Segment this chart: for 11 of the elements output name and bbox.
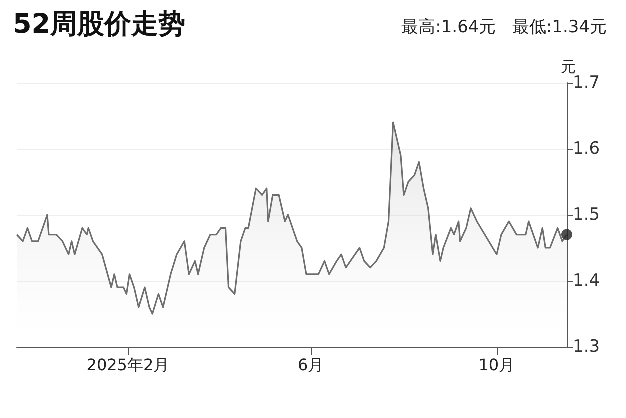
y-tick-label: 1.4 <box>573 271 600 291</box>
y-axis-title: 元 <box>561 58 576 76</box>
y-tick-label: 1.7 <box>573 73 600 93</box>
y-tick-label: 1.6 <box>573 139 600 159</box>
y-tick-label: 1.5 <box>573 205 600 225</box>
y-tick-label: 1.3 <box>573 337 600 357</box>
x-tick-label: 10月 <box>478 356 516 374</box>
chart-subtitle: 最高:1.64元 最低:1.34元 <box>402 18 608 38</box>
x-tick-label: 2025年2月 <box>86 356 170 374</box>
chart-title: 52周股价走势 <box>13 9 186 40</box>
x-tick-label: 6月 <box>298 356 324 374</box>
